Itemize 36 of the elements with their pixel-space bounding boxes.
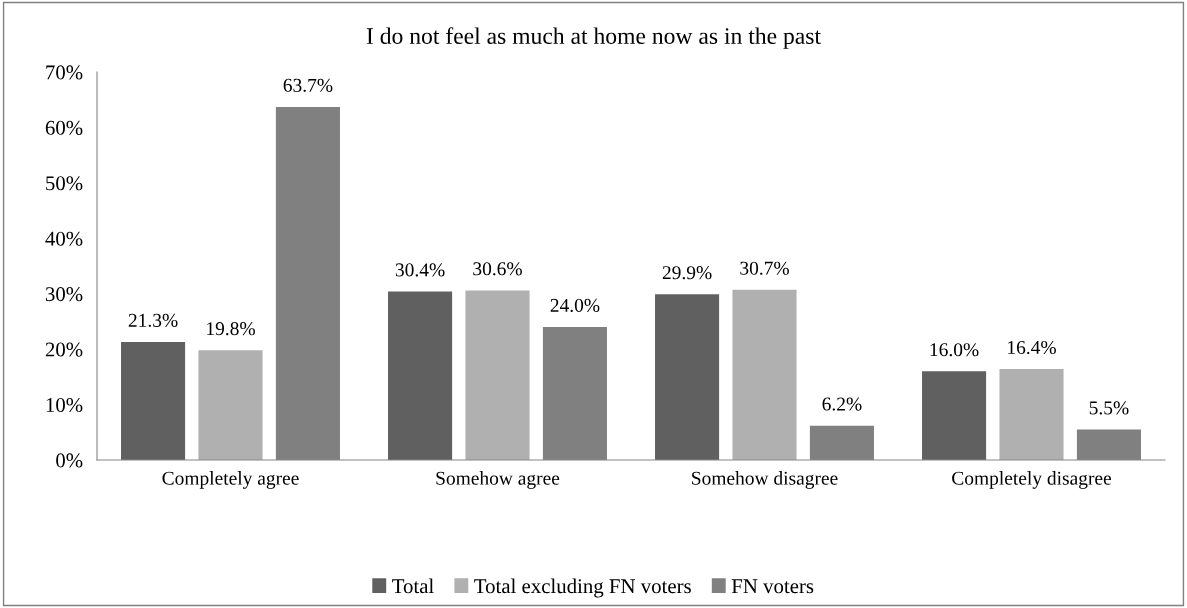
legend-label: Total excluding FN voters xyxy=(474,578,691,598)
data-label: 29.9% xyxy=(662,266,712,280)
y-tick-label: 20% xyxy=(45,342,83,357)
legend-label: FN voters xyxy=(731,579,814,594)
data-label: 5.5% xyxy=(1089,401,1129,415)
y-tick-label: 50% xyxy=(46,176,83,191)
bar xyxy=(198,350,263,460)
data-label: 19.8% xyxy=(207,322,255,336)
data-label: 24.0% xyxy=(550,298,600,312)
bar xyxy=(922,371,987,460)
legend-label: Total xyxy=(392,578,434,594)
y-tick-label: 70% xyxy=(46,65,83,80)
x-tick-label: Completely disagree xyxy=(952,471,1112,489)
data-label: 6.2% xyxy=(822,397,862,411)
bar xyxy=(732,289,797,460)
data-label: 30.4% xyxy=(395,263,445,277)
data-label: 16.4% xyxy=(1008,340,1056,355)
x-tick-label: Completely agree xyxy=(162,471,299,489)
data-label: 21.3% xyxy=(128,313,178,327)
y-tick-label: 30% xyxy=(45,287,83,302)
bar xyxy=(121,341,186,460)
chart-title: I do not feel as much at home now as in the past xyxy=(366,27,821,49)
data-label: 63.7% xyxy=(283,78,333,92)
data-label: 16.0% xyxy=(930,343,979,357)
y-tick-label: 0% xyxy=(56,453,83,468)
x-tick-label: Somehow disagree xyxy=(692,471,838,489)
bar xyxy=(465,290,530,460)
bar xyxy=(655,294,720,460)
y-tick-label: 10% xyxy=(46,397,83,413)
x-tick-label: Somehow agree xyxy=(436,471,560,489)
bar xyxy=(388,291,453,460)
data-label: 30.6% xyxy=(473,262,522,276)
bar xyxy=(999,369,1064,460)
data-label: 30.7% xyxy=(740,261,789,275)
y-tick-label: 60% xyxy=(45,120,83,135)
y-tick-label: 40% xyxy=(45,231,83,246)
